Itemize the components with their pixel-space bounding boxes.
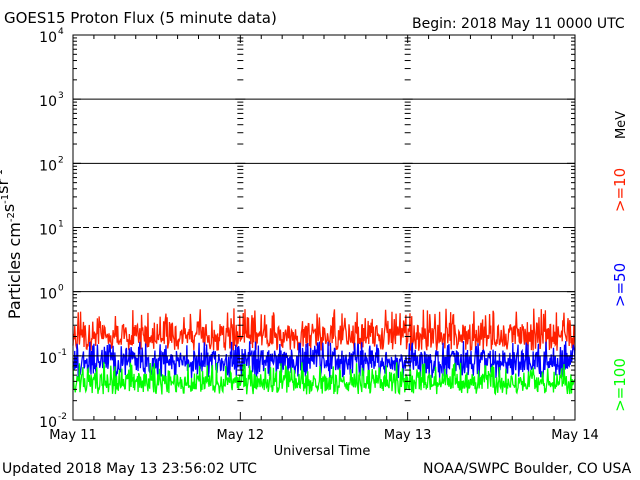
y-tick-label: 10: [39, 30, 57, 46]
grid-group: [73, 37, 575, 421]
ylabel-part: Particles cm: [5, 222, 24, 319]
y-tick-label: 10: [39, 351, 57, 367]
ylabel-part: s: [0, 204, 18, 212]
y-tick-exponent: -2: [58, 412, 67, 422]
y-tick-exponent: 3: [58, 91, 64, 101]
y-tick-exponent: 0: [58, 284, 64, 294]
y-axis-label: Particles cm-2s-1sr-1: [0, 169, 24, 319]
x-tick-label: May 12: [217, 428, 265, 443]
series-line-1: [72, 308, 576, 351]
y-tick-exponent: 4: [58, 27, 64, 37]
begin-date: Begin: 2018 May 11 0000 UTC: [412, 16, 625, 32]
legend-label: >=10: [611, 168, 629, 212]
x-tick-label: May 11: [49, 428, 97, 443]
series-line-3: [72, 362, 576, 396]
y-tick-label: 10: [39, 287, 57, 303]
y-tick-label: 10: [39, 415, 57, 431]
legend-unit: MeV: [614, 111, 629, 139]
y-tick-label: 10: [39, 94, 57, 110]
x-tick-label: May 13: [384, 428, 432, 443]
series-group: [72, 308, 576, 396]
legend-label: >=50: [611, 263, 629, 307]
legend-label: >=100: [611, 358, 629, 412]
x-axis-ticks: May 11 May 12 May 13 May 14: [49, 35, 599, 443]
ylabel-exponent: -1: [0, 169, 5, 179]
y-tick-exponent: 2: [58, 155, 64, 165]
y-tick-exponent: 1: [58, 220, 64, 230]
updated-timestamp: Updated 2018 May 13 23:56:02 UTC: [2, 461, 257, 477]
x-axis-label: Universal Time: [274, 444, 371, 459]
y-tick-label: 10: [39, 158, 57, 174]
source-credit: NOAA/SWPC Boulder, CO USA: [423, 461, 632, 477]
x-tick-label: May 14: [551, 428, 599, 443]
ylabel-part: sr: [0, 179, 12, 194]
y-tick-exponent: -1: [58, 348, 67, 358]
chart-title: GOES15 Proton Flux (5 minute data): [4, 9, 277, 27]
ylabel-exponent: -1: [0, 194, 11, 204]
legend: >=100 >=50 >=10 MeV: [611, 111, 629, 412]
ylabel-exponent: -2: [6, 212, 17, 222]
y-tick-label: 10: [39, 223, 57, 239]
